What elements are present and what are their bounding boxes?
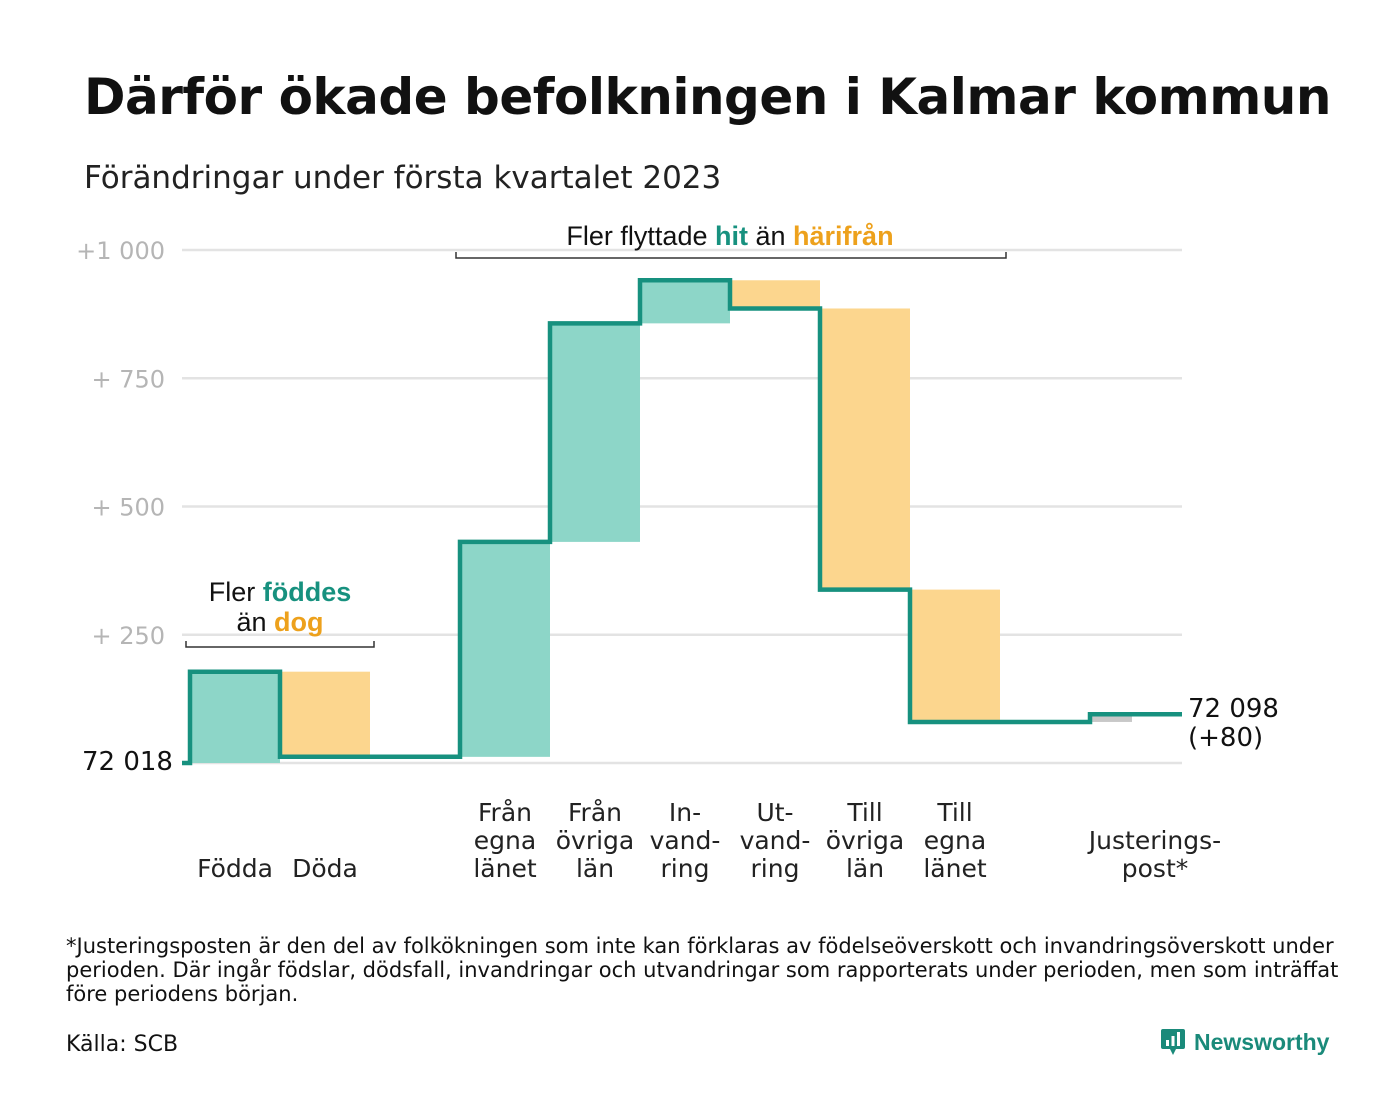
x-tick-label: Justerings- [1087,826,1221,855]
end-change-label: (+80) [1188,723,1263,753]
x-tick-label: Till [846,798,882,827]
svg-text:än dog: än dog [236,607,323,637]
y-tick-label: + 500 [91,494,165,522]
x-tick-label: egna [474,826,536,855]
x-tick-label: ring [751,854,800,883]
y-tick-label: +1 000 [76,237,165,265]
x-tick-label: post* [1122,854,1189,883]
step-line [182,278,1182,766]
waterfall-bar [640,280,730,324]
natural-increase-annotation: Fler föddes än dog [185,577,375,648]
y-tick-label: + 250 [91,622,165,650]
annotation-migration-text: Fler flyttade [566,221,715,251]
x-tick-label: Från [568,798,622,827]
annotation-natural-text-2: än [236,607,274,637]
annotation-natural-text: Fler [209,577,263,607]
annotation-migration-highlight-hit: hit [715,221,748,251]
base-value-label: 72 018 [82,747,173,777]
footnote: *Justeringsposten är den del av folkökni… [66,934,1339,1006]
annotation-natural-highlight: föddes [263,577,352,607]
waterfall-bar [1090,714,1132,722]
x-tick-label: Ut- [756,798,793,827]
waterfall-bar [460,541,550,757]
x-tick-label: övriga [556,826,635,855]
x-tick-label: länet [923,854,986,883]
waterfall-bar [730,280,820,309]
annotation-migration-bracket [455,252,1007,259]
svg-text:Fler flyttade hit än härifrån: Fler flyttade hit än härifrån [566,221,893,251]
x-tick-label: vand- [740,826,811,855]
svg-text:Fler föddes: Fler föddes [209,577,352,607]
waterfall-bar [550,323,640,542]
brand-name: Newsworthy [1194,1028,1330,1055]
x-tick-label: Födda [197,854,273,883]
waterfall-chart: + 250+ 500+ 750+1 000 Födda DödaFrånegnal… [76,221,1279,883]
annotation-migration-highlight-harifran: härifrån [793,221,894,251]
waterfall-bar [280,671,370,757]
annotation-natural-highlight-2: dog [274,607,323,637]
x-tick-label: vand- [650,826,721,855]
x-tick-label: egna [924,826,986,855]
chart-title: Därför ökade befolkningen i Kalmar kommu… [84,68,1331,126]
newsworthy-logo-icon [1161,1029,1185,1055]
step-line-layer [182,278,1182,766]
x-tick-label: Till [936,798,972,827]
x-tick-label: län [576,854,614,883]
x-tick-label: länet [473,854,536,883]
annotation-natural-bracket [185,641,375,648]
source-label: Källa: SCB [66,1032,179,1057]
x-tick-label: Döda [292,854,358,883]
end-value-label: 72 098 [1188,694,1279,724]
y-axis-ticks: + 250 + 500 + 750 +1 000 [76,237,165,650]
x-tick-label: län [846,854,884,883]
bars [190,280,1132,763]
grid-lines [182,248,1182,765]
y-tick-label: + 750 [91,365,165,393]
waterfall-bar [820,308,910,590]
waterfall-bar [190,671,280,763]
chart-subtitle: Förändringar under första kvartalet 2023 [84,160,722,196]
x-tick-label: ring [661,854,710,883]
brand: Newsworthy [1160,1027,1329,1057]
x-axis-labels: Födda DödaFrånegnalänetFrånövrigalänIn-va… [197,798,1221,883]
x-tick-label: In- [669,798,701,827]
x-tick-label: övriga [826,826,905,855]
waterfall-bar [910,589,1000,722]
x-tick-label: Från [478,798,532,827]
migration-annotation: Fler flyttade hit än härifrån [455,221,1007,259]
annotation-migration-text-mid: än [748,221,793,251]
